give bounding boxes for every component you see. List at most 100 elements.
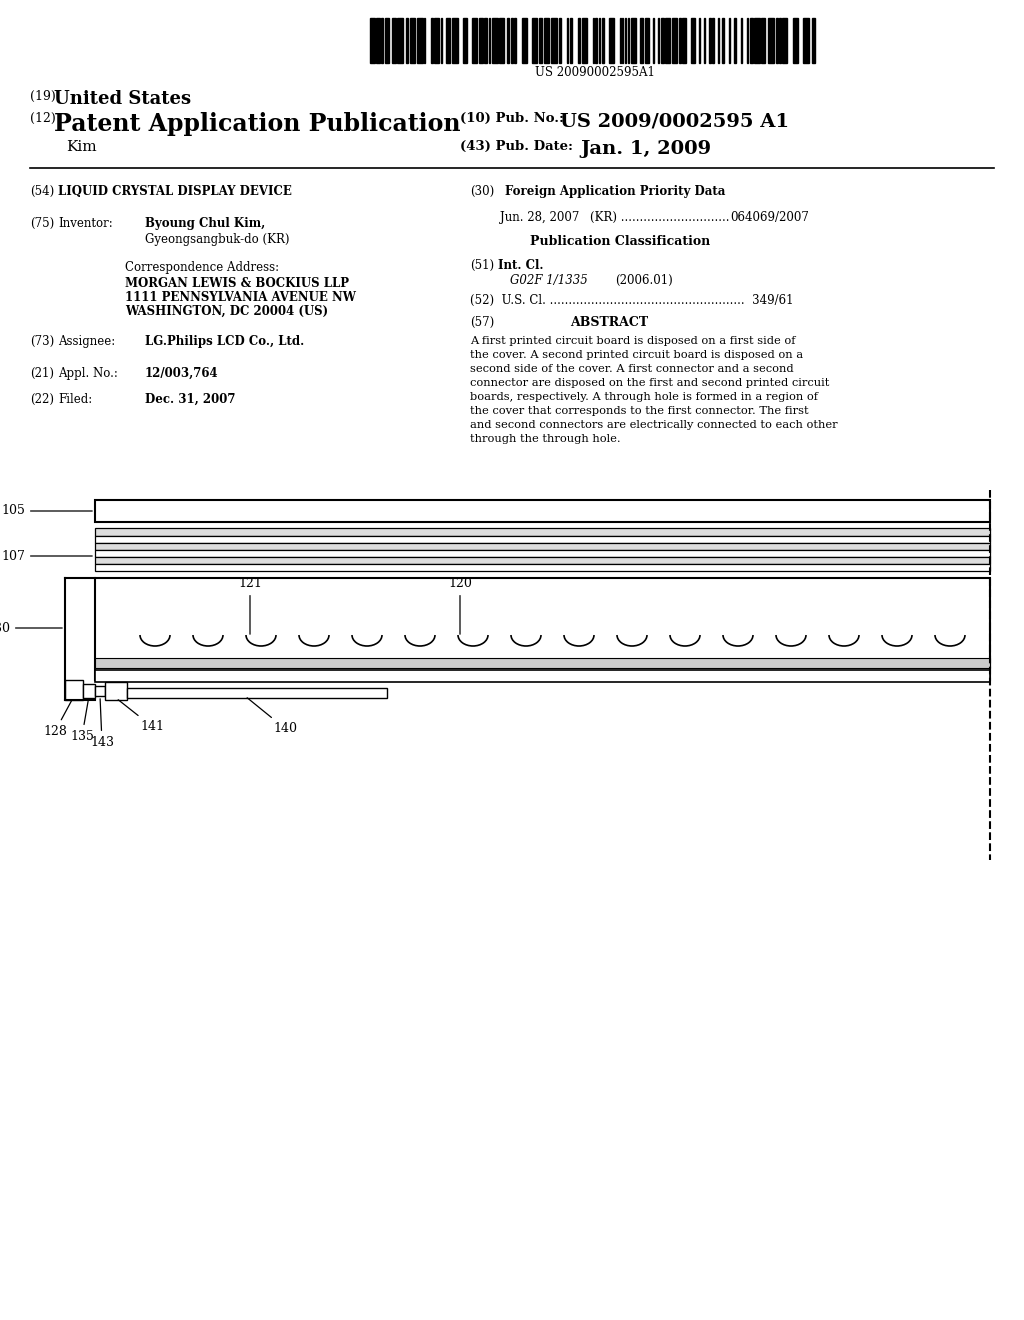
Bar [392,18,396,63]
Text: Assignee:: Assignee: [58,335,116,348]
Bar [478,18,482,63]
Text: (52)  U.S. Cl. ....................................................  349/61: (52) U.S. Cl. ..........................… [470,294,794,308]
Text: 120: 120 [449,577,472,634]
Text: the cover that corresponds to the first connector. The first: the cover that corresponds to the first … [470,407,809,416]
Bar [750,18,754,63]
Bar [95,657,990,668]
Text: through the through hole.: through the through hole. [470,434,621,444]
Text: United States: United States [54,90,191,108]
Bar [95,671,990,682]
Bar [640,18,643,63]
Text: Int. Cl.: Int. Cl. [498,259,544,272]
Text: (10) Pub. No.:: (10) Pub. No.: [460,112,564,125]
Text: Patent Application Publication: Patent Application Publication [54,112,461,136]
Bar [812,18,815,63]
Bar [95,550,990,557]
Bar [95,543,990,550]
Text: 140: 140 [247,698,297,735]
Bar [628,18,629,63]
Text: 12/003,764: 12/003,764 [145,367,219,380]
Bar [705,18,706,63]
Bar [682,18,686,63]
Bar [431,18,433,63]
Bar [768,18,774,63]
Text: US 2009/0002595 A1: US 2009/0002595 A1 [560,112,790,129]
Bar [532,18,538,63]
Text: A first printed circuit board is disposed on a first side of: A first printed circuit board is dispose… [470,337,796,346]
Bar [521,18,526,63]
Text: 130: 130 [0,622,62,635]
Text: LG.Philips LCD Co., Ltd.: LG.Philips LCD Co., Ltd. [145,335,304,348]
Text: (73): (73) [30,335,54,348]
Bar [595,18,597,63]
Text: 143: 143 [90,698,114,748]
Text: (75): (75) [30,216,54,230]
Text: (57): (57) [470,315,495,329]
Bar [709,18,711,63]
Bar [779,18,781,63]
Bar [566,18,567,63]
Bar [95,536,990,543]
Text: (21): (21) [30,367,54,380]
Bar [645,18,649,63]
Bar [740,18,742,63]
Bar [65,680,83,700]
Bar [539,18,543,63]
Bar [712,18,714,63]
Bar [95,528,990,536]
Bar [105,682,127,700]
Bar [782,18,787,63]
Bar [95,578,990,680]
Text: 064069/2007: 064069/2007 [730,211,809,224]
Text: (19): (19) [30,90,55,103]
Text: Correspondence Address:: Correspondence Address: [125,261,280,275]
Bar [729,18,730,63]
Bar [698,18,700,63]
Bar [609,18,614,63]
Bar [410,18,415,63]
Text: Inventor:: Inventor: [58,216,113,230]
Bar [472,18,477,63]
Text: (51): (51) [470,259,495,272]
Bar [95,557,990,564]
Bar [657,18,659,63]
Text: connector are disposed on the first and second printed circuit: connector are disposed on the first and … [470,378,829,388]
Bar [625,18,626,63]
Bar [793,18,798,63]
Bar [755,18,760,63]
Bar [734,18,735,63]
Bar [463,18,467,63]
Text: Byoung Chul Kim,: Byoung Chul Kim, [145,216,265,230]
Text: US 20090002595A1: US 20090002595A1 [536,66,655,79]
Bar [652,18,654,63]
Text: 107: 107 [1,549,92,562]
Text: Foreign Application Priority Data: Foreign Application Priority Data [505,185,725,198]
Bar [582,18,588,63]
Text: and second connectors are electrically connected to each other: and second connectors are electrically c… [470,420,838,430]
Text: (22): (22) [30,393,54,407]
Bar [672,18,677,63]
Bar [559,18,561,63]
Text: (12): (12) [30,112,55,125]
Text: G02F 1/1335: G02F 1/1335 [510,275,588,286]
Bar [593,18,594,63]
Text: Appl. No.:: Appl. No.: [58,367,118,380]
Bar [381,18,383,63]
Text: 128: 128 [43,701,72,738]
Text: Jun. 28, 2007: Jun. 28, 2007 [500,211,580,224]
Text: second side of the cover. A first connector and a second: second side of the cover. A first connec… [470,364,794,374]
Text: 1111 PENNSYLVANIA AVENUE NW: 1111 PENNSYLVANIA AVENUE NW [125,290,356,304]
Bar [95,686,105,696]
Bar [127,688,387,698]
Text: Kim: Kim [66,140,96,154]
Text: the cover. A second printed circuit board is disposed on a: the cover. A second printed circuit boar… [470,350,803,360]
Bar [665,18,671,63]
Bar [662,18,664,63]
Text: 121: 121 [238,577,262,634]
Bar [507,18,509,63]
Bar [722,18,724,63]
Bar [570,18,572,63]
Text: Publication Classification: Publication Classification [530,235,711,248]
Bar [407,18,408,63]
Bar [493,18,498,63]
